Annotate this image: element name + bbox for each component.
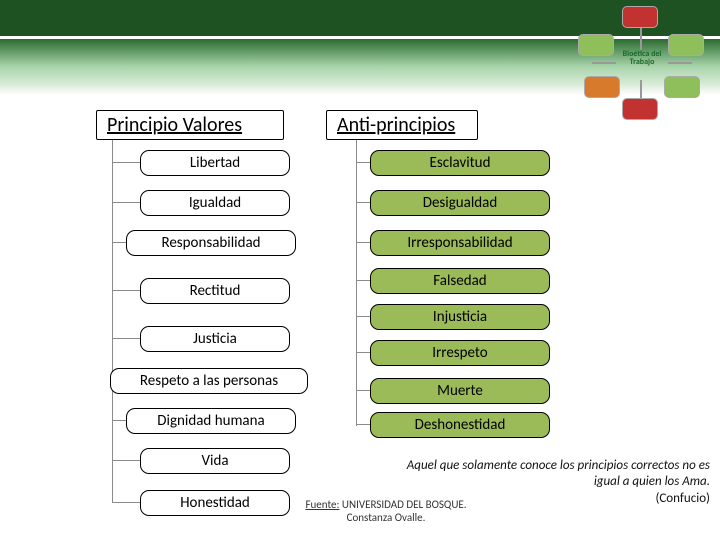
badge-bubble-bl: [584, 76, 620, 98]
branch-line: [112, 338, 140, 339]
left-box: Justicia: [140, 326, 290, 352]
quote-text: Aquel que solamente conoce los principio…: [407, 458, 710, 489]
branch-line: [112, 162, 140, 163]
left-box: Dignidad humana: [126, 408, 296, 434]
branch-line: [112, 420, 126, 421]
right-box: Esclavitud: [370, 150, 550, 176]
left-box-label: Respeto a las personas: [140, 372, 278, 390]
right-box-label: Injusticia: [433, 308, 487, 326]
badge-bubble-top: [622, 6, 658, 28]
left-box: Rectitud: [140, 278, 290, 304]
branch-line: [356, 280, 370, 281]
left-box-label: Dignidad humana: [157, 412, 264, 430]
right-trunk: [356, 140, 357, 426]
branch-line: [356, 424, 370, 425]
left-box-label: Responsabilidad: [161, 234, 260, 252]
bioetica-badge: Bioética del Trabajo: [582, 4, 702, 120]
right-box: Irrespeto: [370, 340, 550, 366]
branch-line: [356, 202, 370, 203]
badge-bubble-bottom: [622, 98, 658, 120]
quote-block: Aquel que solamente conoce los principio…: [400, 458, 710, 507]
left-box: Honestidad: [140, 490, 290, 516]
badge-bubble-br: [664, 76, 700, 98]
left-box-label: Libertad: [190, 154, 240, 172]
left-column-header: Principio Valores: [96, 110, 284, 140]
branch-line: [112, 242, 126, 243]
right-box-label: Muerte: [437, 382, 483, 400]
right-box-label: Esclavitud: [430, 154, 491, 172]
right-box-label: Desigualdad: [423, 194, 498, 212]
right-box-label: Falsedad: [433, 272, 486, 290]
branch-line: [356, 162, 370, 163]
right-box: Deshonestidad: [370, 412, 550, 438]
branch-line: [356, 316, 370, 317]
left-box: Responsabilidad: [126, 230, 296, 256]
badge-center-label: Bioética del Trabajo: [615, 50, 669, 66]
left-box: Igualdad: [140, 190, 290, 216]
left-box-label: Justicia: [193, 330, 237, 348]
left-box: Vida: [140, 448, 290, 474]
right-column-header: Anti-principios: [326, 110, 478, 140]
right-box: Falsedad: [370, 268, 550, 294]
left-box: Respeto a las personas: [110, 368, 308, 394]
right-box: Injusticia: [370, 304, 550, 330]
branch-line: [356, 390, 370, 391]
left-box-label: Igualdad: [189, 194, 241, 212]
branch-line: [356, 242, 370, 243]
right-box: Desigualdad: [370, 190, 550, 216]
left-trunk: [112, 140, 113, 502]
left-box: Libertad: [140, 150, 290, 176]
badge-bubble-left: [578, 34, 614, 56]
left-box-label: Vida: [201, 452, 228, 470]
right-box: Irresponsabilidad: [370, 230, 550, 256]
right-box-label: Deshonestidad: [415, 416, 506, 434]
branch-line: [112, 290, 140, 291]
badge-bubble-right: [668, 34, 704, 56]
left-box-label: Rectitud: [190, 282, 241, 300]
right-box: Muerte: [370, 378, 550, 404]
quote-attribution: (Confucio): [400, 491, 710, 507]
header-band: Bioética del Trabajo: [0, 0, 720, 95]
branch-line: [112, 502, 140, 503]
left-box-label: Honestidad: [180, 494, 250, 512]
branch-line: [112, 202, 140, 203]
branch-line: [112, 460, 140, 461]
right-box-label: Irrespeto: [432, 344, 487, 362]
branch-line: [356, 352, 370, 353]
right-box-label: Irresponsabilidad: [407, 234, 512, 252]
